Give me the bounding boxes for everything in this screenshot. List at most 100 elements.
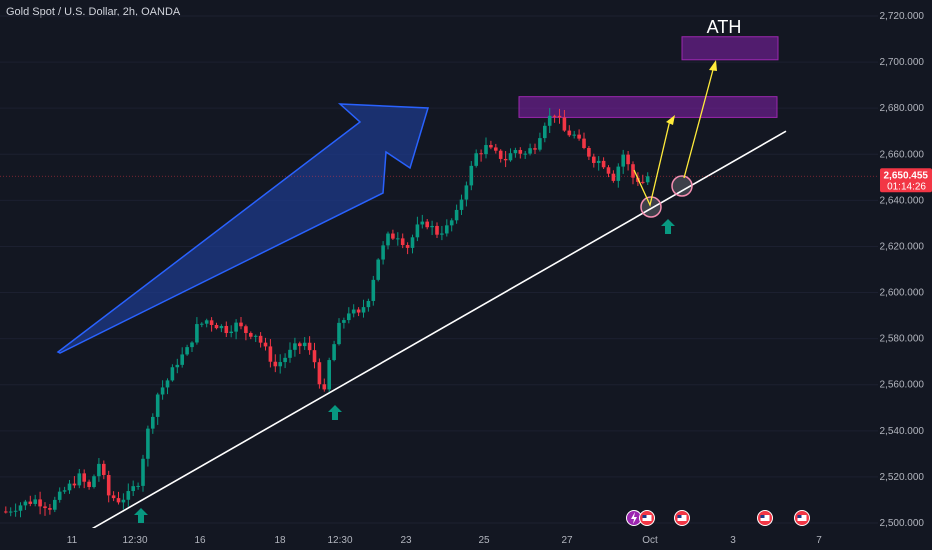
candle-body	[160, 387, 165, 395]
candle-body	[347, 313, 351, 321]
candle-body	[425, 221, 429, 228]
flag-canton	[677, 515, 682, 518]
candle-body	[415, 224, 420, 238]
x-tick-label: 27	[561, 535, 573, 546]
flag-stripes	[797, 515, 807, 521]
candle-body	[136, 485, 140, 487]
x-tick-label: 16	[194, 535, 206, 546]
candle-body	[28, 501, 33, 504]
candle-body	[293, 343, 297, 350]
candle-body	[72, 483, 77, 486]
trendline[interactable]	[0, 130, 878, 531]
candle-body	[263, 342, 268, 347]
candle-body	[577, 134, 581, 139]
candle-body	[332, 344, 336, 361]
zone-lower	[518, 96, 778, 118]
candle-body	[102, 463, 106, 476]
y-tick-label: 2,540.000	[880, 426, 925, 437]
candle-body	[146, 428, 150, 459]
candle-body	[645, 176, 650, 183]
candle-body	[200, 323, 204, 325]
ath-label: ATH	[707, 17, 742, 37]
event-icon-us-4[interactable]	[794, 510, 810, 526]
candle-body	[121, 499, 126, 503]
candle-body	[596, 160, 601, 163]
candle-body	[151, 416, 155, 429]
x-tick-label: 12:30	[327, 535, 352, 546]
chart-title: Gold Spot / U.S. Dollar, 2h, OANDA	[6, 6, 181, 18]
x-tick-label: 7	[816, 535, 822, 546]
candle-body	[229, 331, 233, 334]
candle-body	[391, 233, 395, 239]
event-icon-lightning[interactable]	[626, 510, 642, 526]
resistance-zones[interactable]	[518, 36, 779, 118]
candle-body	[234, 322, 238, 332]
candle-body	[209, 320, 214, 325]
candle-body	[518, 150, 523, 154]
candle-body	[67, 483, 72, 491]
y-axis: 2,500.000 2,520.000 2,540.000 2,560.000 2,58…	[878, 0, 932, 550]
candle-body	[523, 153, 527, 155]
x-tick-label: Oct	[642, 535, 658, 546]
flag-stripes	[642, 515, 652, 521]
flag-stripes	[760, 515, 770, 521]
event-icon-us-1[interactable]	[639, 510, 655, 526]
x-tick-label: 18	[274, 535, 286, 546]
current-price-label: 2,650.455	[884, 170, 929, 181]
support-trendline	[89, 130, 787, 531]
candle-body	[611, 173, 616, 181]
flag-canton	[642, 515, 647, 518]
x-tick-label: 3	[730, 535, 736, 546]
candle-body	[43, 506, 47, 509]
candle-body	[165, 380, 170, 388]
candle-body	[131, 486, 135, 492]
big-arrow-shape	[56, 103, 429, 354]
candle-body	[322, 384, 327, 390]
candle-body	[48, 508, 52, 510]
candle-body	[479, 153, 483, 155]
candle-body	[351, 309, 356, 314]
candle-body	[572, 134, 576, 136]
candle-body	[82, 473, 86, 482]
event-icons[interactable]	[626, 510, 810, 526]
candle-body	[454, 209, 459, 221]
candle-body	[508, 153, 513, 161]
x-tick-label: 12:30	[122, 535, 147, 546]
touch-circle-1	[640, 196, 662, 218]
bolt	[631, 512, 637, 524]
event-icon-us-3[interactable]	[757, 510, 773, 526]
candle-body	[641, 181, 645, 183]
candle-body	[538, 138, 542, 150]
flag-canton	[760, 515, 765, 518]
event-icon-us-2[interactable]	[674, 510, 690, 526]
candle-body	[464, 185, 469, 200]
projection-path-2	[683, 65, 715, 179]
candle-body	[312, 350, 317, 363]
candle-body	[239, 322, 243, 327]
candle-body	[244, 326, 248, 334]
candle-body	[440, 233, 444, 235]
candle-body	[155, 394, 160, 417]
candle-body	[361, 307, 366, 313]
candle-body	[170, 367, 175, 381]
candle-body	[317, 362, 322, 385]
candle-body	[356, 309, 361, 313]
candle-body	[449, 220, 454, 226]
projection-head-2	[709, 60, 717, 71]
candle-body	[513, 150, 518, 154]
candles	[4, 108, 650, 518]
candle-body	[616, 166, 621, 181]
candle-body	[141, 458, 145, 486]
flag-stripes	[677, 515, 687, 521]
candle-body	[342, 320, 346, 323]
candle-body	[214, 324, 219, 329]
x-tick-label: 23	[400, 535, 412, 546]
candle-body	[97, 463, 101, 477]
candle-body	[494, 147, 498, 151]
candle-body	[606, 167, 611, 174]
y-tick-label: 2,720.000	[880, 11, 925, 22]
candle-body	[87, 481, 91, 488]
candle-body	[489, 145, 493, 148]
candle-body	[180, 354, 184, 365]
